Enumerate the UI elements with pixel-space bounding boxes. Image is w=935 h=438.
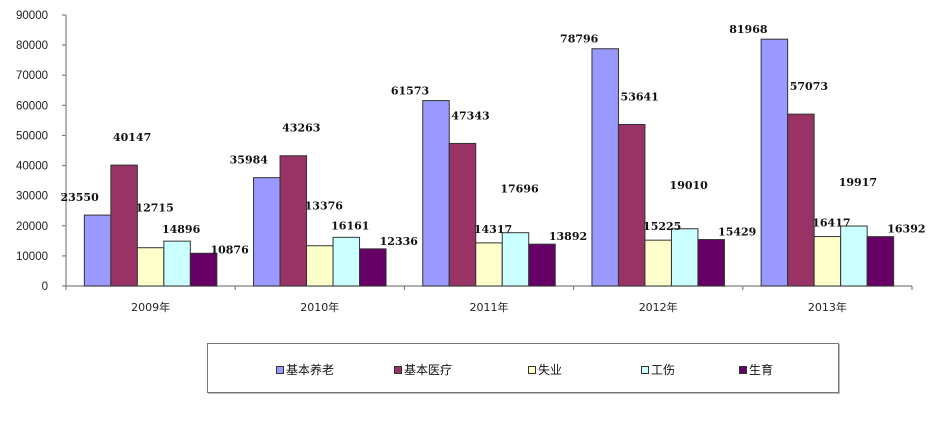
- bar: [136, 247, 165, 287]
- y-tick-label: 50000: [16, 130, 48, 142]
- data-label: 23550: [60, 191, 99, 204]
- bar: [83, 214, 112, 287]
- y-tick-label: 0: [42, 281, 48, 293]
- data-label: 43263: [282, 122, 320, 135]
- y-tick-label: 40000: [16, 161, 48, 173]
- bar: [163, 240, 191, 287]
- legend-item: 基本医疗: [394, 361, 452, 378]
- bar: [501, 232, 530, 287]
- legend-label: 生育: [749, 363, 774, 377]
- legend-item: 失业: [528, 361, 562, 378]
- legend-label: 基本养老: [286, 363, 335, 377]
- data-label: 40147: [113, 131, 151, 144]
- x-tick-label: 2011年: [470, 300, 509, 314]
- bar: [591, 48, 619, 287]
- data-label: 16161: [331, 219, 369, 232]
- data-label: 16392: [887, 223, 925, 236]
- data-label: 53641: [621, 90, 659, 103]
- data-labels-group: 23550 40147 12715 14896 10876 35984 43263 13376…: [60, 23, 925, 256]
- x-tick-label: 2013年: [808, 300, 847, 314]
- x-tick-label: 2012年: [639, 300, 678, 314]
- x-tick-label: 2010年: [300, 300, 339, 314]
- bar: [422, 100, 450, 287]
- data-label: 78796: [560, 33, 599, 46]
- data-label: 19917: [839, 176, 877, 189]
- y-tick-label: 80000: [16, 40, 48, 52]
- legend-swatch-icon: [276, 365, 284, 374]
- bar: [475, 242, 503, 287]
- data-label: 81968: [729, 23, 768, 36]
- bar: [697, 239, 725, 287]
- bar: [189, 252, 218, 287]
- legend-item: 生育: [739, 361, 773, 378]
- bar: [760, 38, 789, 287]
- bar: [670, 228, 699, 287]
- legend: 基本养老 基本医疗 失业 工伤 生育: [207, 343, 839, 393]
- y-tick-label: 60000: [16, 100, 48, 112]
- bar: [866, 236, 895, 287]
- data-label: 61573: [391, 85, 429, 98]
- data-label: 16417: [812, 217, 850, 230]
- bar: [787, 113, 815, 287]
- data-label: 57073: [790, 80, 828, 93]
- x-axis: 2009年 2010年 2011年 2012年 2013年: [65, 285, 913, 314]
- bar: [359, 248, 387, 287]
- data-label: 12715: [135, 202, 173, 215]
- legend-swatch-icon: [394, 365, 402, 374]
- legend-item: 工伤: [641, 361, 675, 378]
- legend-label: 基本医疗: [404, 363, 453, 377]
- legend-label: 失业: [538, 363, 563, 377]
- data-label: 19010: [670, 179, 709, 192]
- data-label: 10876: [210, 243, 249, 256]
- bar: [840, 225, 868, 287]
- y-tick-label: 10000: [16, 251, 48, 263]
- legend-swatch-icon: [528, 365, 536, 374]
- bar: [617, 123, 646, 287]
- data-label: 17696: [500, 183, 539, 196]
- y-tick-label: 90000: [16, 10, 48, 22]
- data-label: 12336: [380, 235, 419, 248]
- legend-swatch-icon: [641, 365, 649, 374]
- bar: [279, 155, 308, 287]
- bar: [813, 236, 842, 287]
- bar: [448, 142, 477, 287]
- bar: [332, 236, 361, 287]
- y-tick-label: 20000: [16, 221, 48, 233]
- data-label: 35984: [230, 154, 269, 167]
- bars-group: [83, 38, 895, 287]
- bar: [528, 243, 556, 287]
- y-tick-label: 70000: [16, 70, 48, 82]
- legend-label: 工伤: [651, 363, 676, 377]
- data-label: 13892: [549, 230, 587, 243]
- y-tick-label: 30000: [16, 191, 48, 203]
- data-label: 47343: [451, 109, 489, 122]
- bar: [110, 164, 138, 287]
- data-label: 15429: [718, 226, 756, 239]
- bar: [253, 177, 281, 287]
- y-axis: 0 10000 20000 30000 40000 50000 60000 70000 8000…: [16, 10, 67, 293]
- data-label: 13376: [305, 200, 344, 213]
- legend-item: 基本养老: [276, 361, 334, 378]
- data-label: 14896: [162, 223, 201, 236]
- data-label: 14317: [474, 223, 512, 236]
- x-tick-label: 2009年: [131, 300, 170, 314]
- data-label: 15225: [643, 220, 681, 233]
- legend-swatch-icon: [739, 365, 747, 374]
- bar: [644, 239, 672, 287]
- bar: [306, 245, 334, 287]
